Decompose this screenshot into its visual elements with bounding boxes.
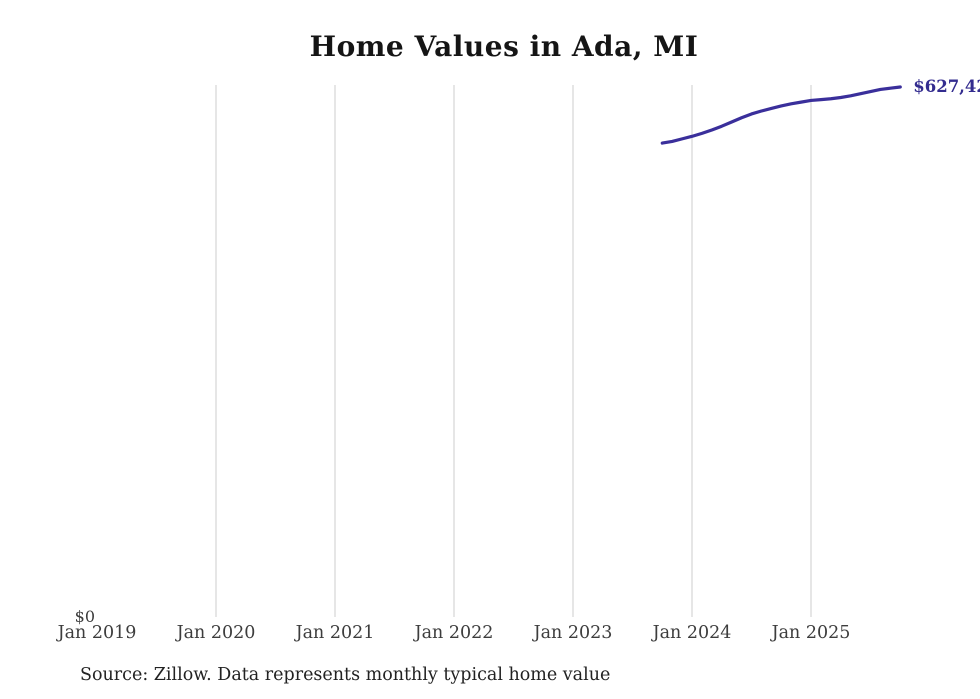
gridlines bbox=[215, 85, 812, 617]
x-tick-label-2024: Jan 2024 bbox=[652, 623, 732, 643]
x-tick-label-2020: Jan 2020 bbox=[176, 623, 256, 643]
x-tick-label-2023: Jan 2023 bbox=[533, 623, 613, 643]
x-tick-label-2022: Jan 2022 bbox=[414, 623, 494, 643]
x-tick-label-2021: Jan 2021 bbox=[295, 623, 375, 643]
end-value-label: $627,42 bbox=[913, 77, 980, 96]
chart-title: Home Values in Ada, MI bbox=[309, 30, 699, 63]
y-axis-zero-label: $0 bbox=[74, 607, 95, 626]
home-value-line bbox=[660, 85, 902, 145]
x-tick-label-2019: Jan 2019 bbox=[57, 623, 137, 643]
x-tick-label-2025: Jan 2025 bbox=[771, 623, 851, 643]
source-note: Source: Zillow. Data represents monthly … bbox=[80, 665, 611, 685]
